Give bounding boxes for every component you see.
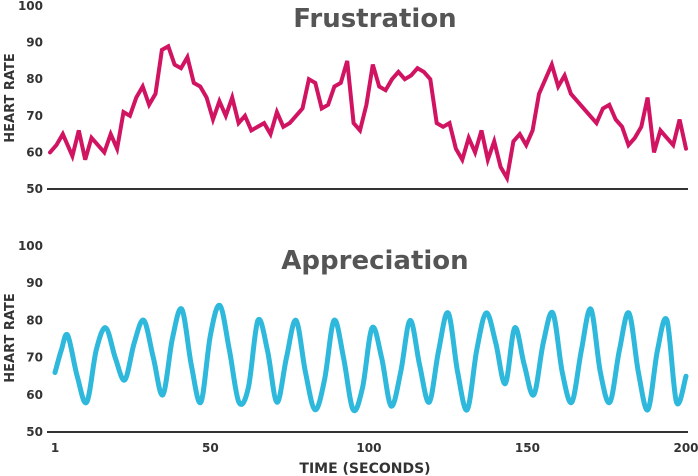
appreciation-y-ticks: 50 60 70 80 90 100	[18, 239, 43, 439]
frustration-series-line	[48, 43, 688, 184]
appreciation-x-axis-label: TIME (SECONDS)	[299, 461, 430, 476]
y-tick-label: 60	[26, 145, 43, 159]
y-tick-label: 90	[26, 36, 43, 50]
frustration-y-ticks: 50 60 70 80 90 100	[18, 0, 43, 196]
frustration-y-axis-label: HEART RATE	[3, 53, 18, 142]
y-tick-label: 50	[26, 182, 43, 196]
frustration-title: Frustration	[293, 4, 456, 34]
x-tick-label: 50	[202, 441, 219, 455]
y-tick-label: 70	[26, 351, 43, 365]
x-tick-label: 150	[515, 441, 540, 455]
x-tick-label: 200	[673, 441, 698, 455]
appreciation-y-axis-label: HEART RATE	[3, 293, 18, 382]
y-tick-label: 60	[26, 388, 43, 402]
appreciation-series-line	[52, 302, 689, 414]
y-tick-label: 80	[26, 72, 43, 86]
x-tick-label: 100	[356, 441, 381, 455]
y-tick-label: 90	[26, 276, 43, 290]
y-tick-label: 100	[18, 239, 43, 253]
y-tick-label: 80	[26, 313, 43, 327]
appreciation-title: Appreciation	[281, 246, 468, 276]
frustration-chart: Frustration HEART RATE 50 60 70 80 90 100	[3, 0, 688, 196]
y-tick-label: 70	[26, 109, 43, 123]
y-tick-label: 100	[18, 0, 43, 13]
appreciation-x-ticks: 1 50 100 150 200	[51, 441, 698, 455]
x-tick-label: 1	[51, 441, 59, 455]
y-tick-label: 50	[26, 425, 43, 439]
